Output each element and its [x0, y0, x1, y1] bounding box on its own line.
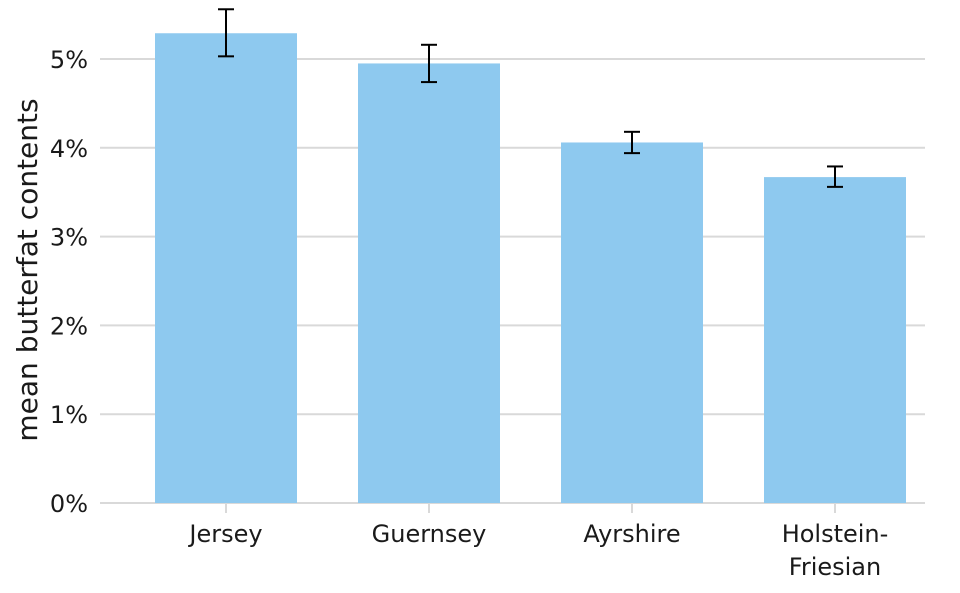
x-axis-ticks: Jersey Guernsey Ayrshire Holstein- Friesian: [187, 503, 888, 581]
x-tick-label-line: Jersey: [187, 520, 262, 548]
y-tick-label-5: 5%: [50, 46, 88, 74]
error-bars-layer: [218, 8, 843, 188]
x-tick-label-line: Ayrshire: [583, 520, 680, 548]
error-bar-2: [421, 43, 437, 84]
y-tick-label-2: 2%: [50, 312, 88, 340]
error-bar-3: [624, 130, 640, 155]
x-tick-label-2: Guernsey: [372, 520, 487, 548]
x-tick-label-3: Ayrshire: [583, 520, 680, 548]
bar-guernsey: [358, 63, 500, 503]
bar-jersey: [155, 33, 297, 504]
x-tick-label-line: Holstein-: [782, 520, 889, 548]
error-bar-4: [827, 165, 843, 188]
y-axis-title: mean butterfat contents: [11, 98, 44, 441]
x-tick-label-4: Holstein- Friesian: [782, 520, 889, 581]
bar-ayrshire: [561, 142, 703, 504]
y-axis-ticks: 0% 1% 2% 3% 4% 5%: [50, 46, 88, 518]
y-tick-label-4: 4%: [50, 135, 88, 163]
error-bar-1: [218, 8, 234, 58]
y-tick-label-3: 3%: [50, 224, 88, 252]
x-tick-label-1: Jersey: [187, 520, 262, 548]
x-tick-label-line: Guernsey: [372, 520, 487, 548]
x-tick-label-line: Friesian: [789, 553, 881, 581]
bars-layer: [155, 33, 906, 504]
y-tick-label-1: 1%: [50, 401, 88, 429]
y-tick-label-0: 0%: [50, 490, 88, 518]
bar-holstein-friesian: [764, 177, 906, 503]
